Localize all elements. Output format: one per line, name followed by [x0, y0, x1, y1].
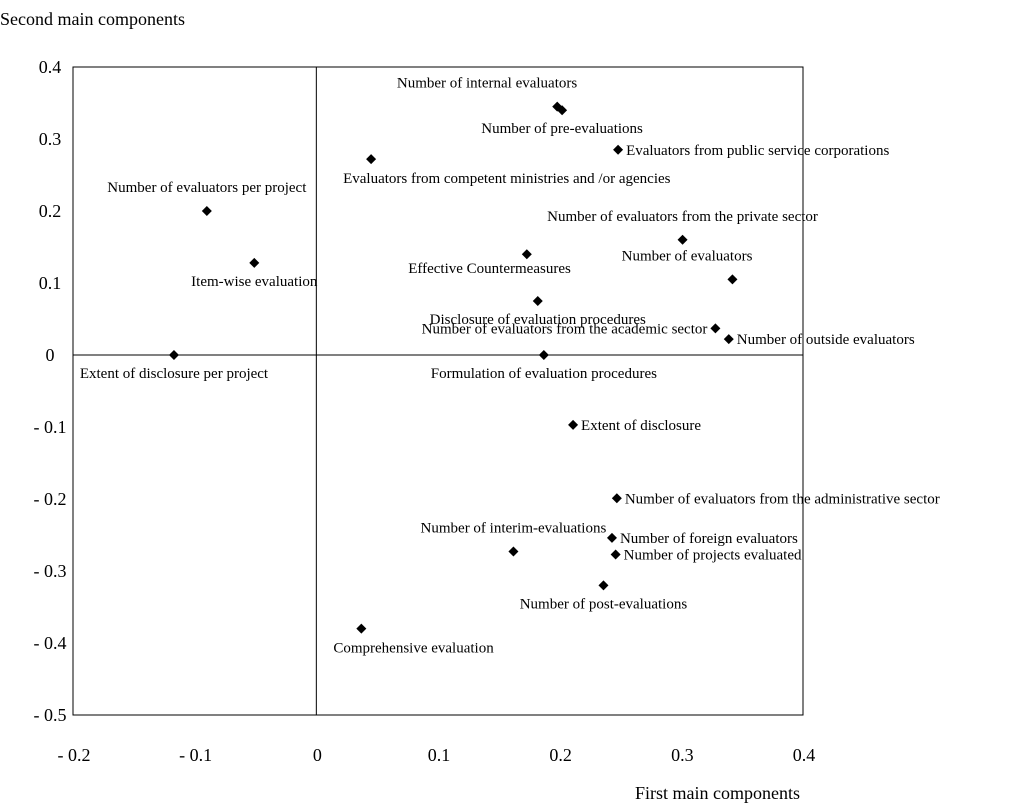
x-tick-label: 0 [313, 745, 322, 765]
data-point-label: Extent of disclosure [581, 418, 701, 434]
data-point [557, 105, 568, 116]
data-point-labels: Number of internal evaluators Number of p… [80, 76, 940, 657]
x-tick-label: 0.1 [428, 745, 451, 765]
y-tick-label: - 0.2 [34, 489, 67, 509]
data-point-label: Number of post-evaluations [520, 596, 688, 612]
data-point [532, 296, 543, 306]
x-tick-labels: - 0.2 - 0.1 0 0.1 0.2 0.3 0.4 [58, 745, 816, 765]
data-point-label: Comprehensive evaluation [333, 641, 494, 657]
x-tick-label: - 0.1 [179, 745, 212, 765]
y-tick-label: - 0.1 [34, 417, 67, 437]
data-point-label: Number of foreign evaluators [620, 531, 798, 547]
data-point-label: Number of pre-evaluations [481, 121, 643, 137]
data-point [201, 206, 212, 216]
data-point [606, 532, 617, 543]
data-point-label: Number of evaluators [622, 248, 753, 264]
data-point [613, 144, 624, 155]
data-point-label: Formulation of evaluation procedures [431, 366, 657, 382]
data-point [249, 257, 260, 268]
data-point [568, 419, 579, 430]
data-point-label: Number of evaluators from the administra… [625, 491, 940, 507]
data-point [710, 323, 721, 334]
y-tick-label: - 0.3 [34, 561, 67, 581]
data-points [168, 101, 738, 634]
data-point-label: Evaluators from competent ministries and… [343, 171, 671, 187]
plot-area-frame [72, 66, 804, 716]
data-point-label: Number of evaluators from the private se… [547, 209, 818, 225]
data-point-label: Number of evaluators per project [107, 180, 307, 196]
data-point [508, 546, 519, 557]
data-point-label: Effective Countermeasures [408, 261, 571, 277]
data-point [727, 274, 738, 285]
data-point [366, 154, 377, 165]
y-tick-label: 0.4 [39, 57, 62, 77]
data-point [168, 350, 179, 360]
x-tick-label: 0.4 [793, 745, 816, 765]
data-point-label: Number of projects evaluated [624, 547, 802, 563]
data-point-label: Number of interim-evaluations [421, 521, 607, 537]
y-tick-label: 0 [46, 345, 55, 365]
data-point [538, 350, 549, 360]
data-point [677, 234, 688, 245]
data-point [356, 623, 367, 634]
data-point-label: Number of evaluators from the academic s… [422, 321, 708, 337]
data-point-label: Extent of disclosure per project [80, 366, 269, 382]
x-tick-label: 0.2 [549, 745, 572, 765]
data-point [723, 334, 734, 345]
data-point [521, 249, 532, 260]
data-point-label: Number of internal evaluators [397, 76, 578, 92]
y-axis-title: Second main components [0, 9, 185, 29]
y-tick-label: 0.2 [39, 201, 62, 221]
data-point [610, 549, 621, 560]
x-tick-label: - 0.2 [58, 745, 91, 765]
data-point-label: Evaluators from public service corporati… [626, 143, 889, 159]
y-tick-label: 0.1 [39, 273, 62, 293]
y-tick-label: - 0.5 [34, 705, 67, 725]
data-point-label: Number of outside evaluators [737, 332, 915, 348]
data-point-label: Disclosure of evaluation procedures [430, 312, 646, 328]
y-tick-labels: 0.4 0.3 0.2 0.1 0 - 0.1 - 0.2 - 0.3 - 0.4 - 0.5 [34, 57, 67, 725]
data-point [611, 493, 622, 504]
data-point-label: Item-wise evaluation [191, 274, 318, 290]
y-tick-label: 0.3 [39, 129, 62, 149]
data-point [598, 580, 609, 591]
y-tick-label: - 0.4 [34, 633, 67, 653]
x-tick-label: 0.3 [671, 745, 694, 765]
x-axis-title: First main components [635, 783, 800, 803]
